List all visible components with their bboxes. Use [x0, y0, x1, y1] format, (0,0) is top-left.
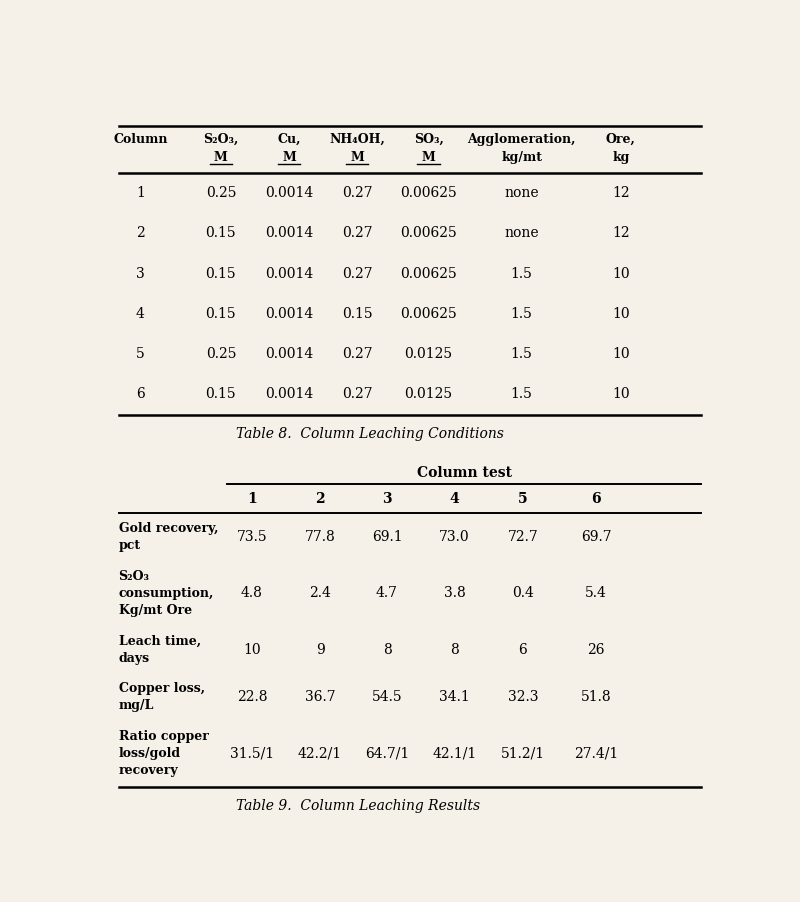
Text: Leach time,
days: Leach time, days — [118, 635, 201, 665]
Text: Ratio copper
loss/gold
recovery: Ratio copper loss/gold recovery — [118, 731, 209, 778]
Text: 22.8: 22.8 — [237, 690, 267, 704]
Text: 0.0014: 0.0014 — [265, 387, 314, 401]
Text: 0.27: 0.27 — [342, 186, 373, 200]
Text: Column test: Column test — [417, 466, 512, 480]
Text: kg/mt: kg/mt — [501, 151, 542, 163]
Text: 12: 12 — [612, 226, 630, 240]
Text: Table 8.  Column Leaching Conditions: Table 8. Column Leaching Conditions — [237, 427, 504, 441]
Text: 0.00625: 0.00625 — [400, 266, 457, 281]
Text: none: none — [504, 186, 539, 200]
Text: 9: 9 — [316, 643, 325, 657]
Text: 0.0125: 0.0125 — [405, 387, 453, 401]
Text: kg: kg — [612, 151, 630, 163]
Text: 5: 5 — [518, 492, 528, 506]
Text: 0.15: 0.15 — [206, 266, 236, 281]
Text: 69.7: 69.7 — [581, 529, 611, 544]
Text: 51.8: 51.8 — [581, 690, 611, 704]
Text: 0.0125: 0.0125 — [405, 347, 453, 361]
Text: 0.27: 0.27 — [342, 347, 373, 361]
Text: 0.27: 0.27 — [342, 387, 373, 401]
Text: 3: 3 — [136, 266, 145, 281]
Text: 27.4/1: 27.4/1 — [574, 747, 618, 760]
Text: 36.7: 36.7 — [305, 690, 335, 704]
Text: 26: 26 — [587, 643, 605, 657]
Text: 0.15: 0.15 — [206, 307, 236, 321]
Text: 6: 6 — [518, 643, 527, 657]
Text: 42.1/1: 42.1/1 — [433, 747, 477, 760]
Text: 1: 1 — [247, 492, 257, 506]
Text: 77.8: 77.8 — [305, 529, 335, 544]
Text: 4: 4 — [450, 492, 459, 506]
Text: 2: 2 — [315, 492, 325, 506]
Text: 0.27: 0.27 — [342, 226, 373, 240]
Text: none: none — [504, 226, 539, 240]
Text: 1: 1 — [136, 186, 145, 200]
Text: Table 9.  Column Leaching Results: Table 9. Column Leaching Results — [237, 799, 481, 814]
Text: Ore,: Ore, — [606, 133, 636, 145]
Text: S₂O₃
consumption,
Kg/mt Ore: S₂O₃ consumption, Kg/mt Ore — [118, 570, 214, 617]
Text: 8: 8 — [382, 643, 391, 657]
Text: 0.15: 0.15 — [206, 387, 236, 401]
Text: 3.8: 3.8 — [444, 586, 466, 601]
Text: 73.5: 73.5 — [237, 529, 267, 544]
Text: 31.5/1: 31.5/1 — [230, 747, 274, 760]
Text: SO₃,: SO₃, — [414, 133, 443, 145]
Text: 2.4: 2.4 — [309, 586, 331, 601]
Text: 0.00625: 0.00625 — [400, 226, 457, 240]
Text: 1.5: 1.5 — [510, 266, 533, 281]
Text: 0.0014: 0.0014 — [265, 347, 314, 361]
Text: Copper loss,
mg/L: Copper loss, mg/L — [118, 682, 205, 713]
Text: 0.4: 0.4 — [512, 586, 534, 601]
Text: 10: 10 — [243, 643, 261, 657]
Text: Column: Column — [113, 133, 167, 145]
Text: 54.5: 54.5 — [372, 690, 402, 704]
Text: 12: 12 — [612, 186, 630, 200]
Text: 73.0: 73.0 — [439, 529, 470, 544]
Text: 8: 8 — [450, 643, 459, 657]
Text: 0.15: 0.15 — [206, 226, 236, 240]
Text: 3: 3 — [382, 492, 392, 506]
Text: 69.1: 69.1 — [372, 529, 402, 544]
Text: M: M — [422, 151, 435, 163]
Text: 0.00625: 0.00625 — [400, 307, 457, 321]
Text: 4: 4 — [136, 307, 145, 321]
Text: M: M — [214, 151, 228, 163]
Text: M: M — [350, 151, 364, 163]
Text: 4.7: 4.7 — [376, 586, 398, 601]
Text: 1.5: 1.5 — [510, 347, 533, 361]
Text: 10: 10 — [612, 387, 630, 401]
Text: 51.2/1: 51.2/1 — [501, 747, 545, 760]
Text: NH₄OH,: NH₄OH, — [330, 133, 386, 145]
Text: 2: 2 — [136, 226, 145, 240]
Text: 64.7/1: 64.7/1 — [365, 747, 409, 760]
Text: 10: 10 — [612, 347, 630, 361]
Text: 6: 6 — [591, 492, 601, 506]
Text: 42.2/1: 42.2/1 — [298, 747, 342, 760]
Text: 0.15: 0.15 — [342, 307, 373, 321]
Text: Agglomeration,: Agglomeration, — [467, 133, 576, 145]
Text: 0.0014: 0.0014 — [265, 307, 314, 321]
Text: 0.0014: 0.0014 — [265, 186, 314, 200]
Text: 0.0014: 0.0014 — [265, 266, 314, 281]
Text: Cu,: Cu, — [278, 133, 301, 145]
Text: 5: 5 — [136, 347, 145, 361]
Text: 10: 10 — [612, 266, 630, 281]
Text: 0.25: 0.25 — [206, 347, 236, 361]
Text: 0.00625: 0.00625 — [400, 186, 457, 200]
Text: S₂O₃,: S₂O₃, — [203, 133, 238, 145]
Text: 0.0014: 0.0014 — [265, 226, 314, 240]
Text: M: M — [282, 151, 296, 163]
Text: 1.5: 1.5 — [510, 387, 533, 401]
Text: 72.7: 72.7 — [507, 529, 538, 544]
Text: 5.4: 5.4 — [585, 586, 607, 601]
Text: 32.3: 32.3 — [507, 690, 538, 704]
Text: 0.25: 0.25 — [206, 186, 236, 200]
Text: 4.8: 4.8 — [241, 586, 263, 601]
Text: 34.1: 34.1 — [439, 690, 470, 704]
Text: 1.5: 1.5 — [510, 307, 533, 321]
Text: 0.27: 0.27 — [342, 266, 373, 281]
Text: 10: 10 — [612, 307, 630, 321]
Text: Gold recovery,
pct: Gold recovery, pct — [118, 521, 218, 552]
Text: 6: 6 — [136, 387, 145, 401]
